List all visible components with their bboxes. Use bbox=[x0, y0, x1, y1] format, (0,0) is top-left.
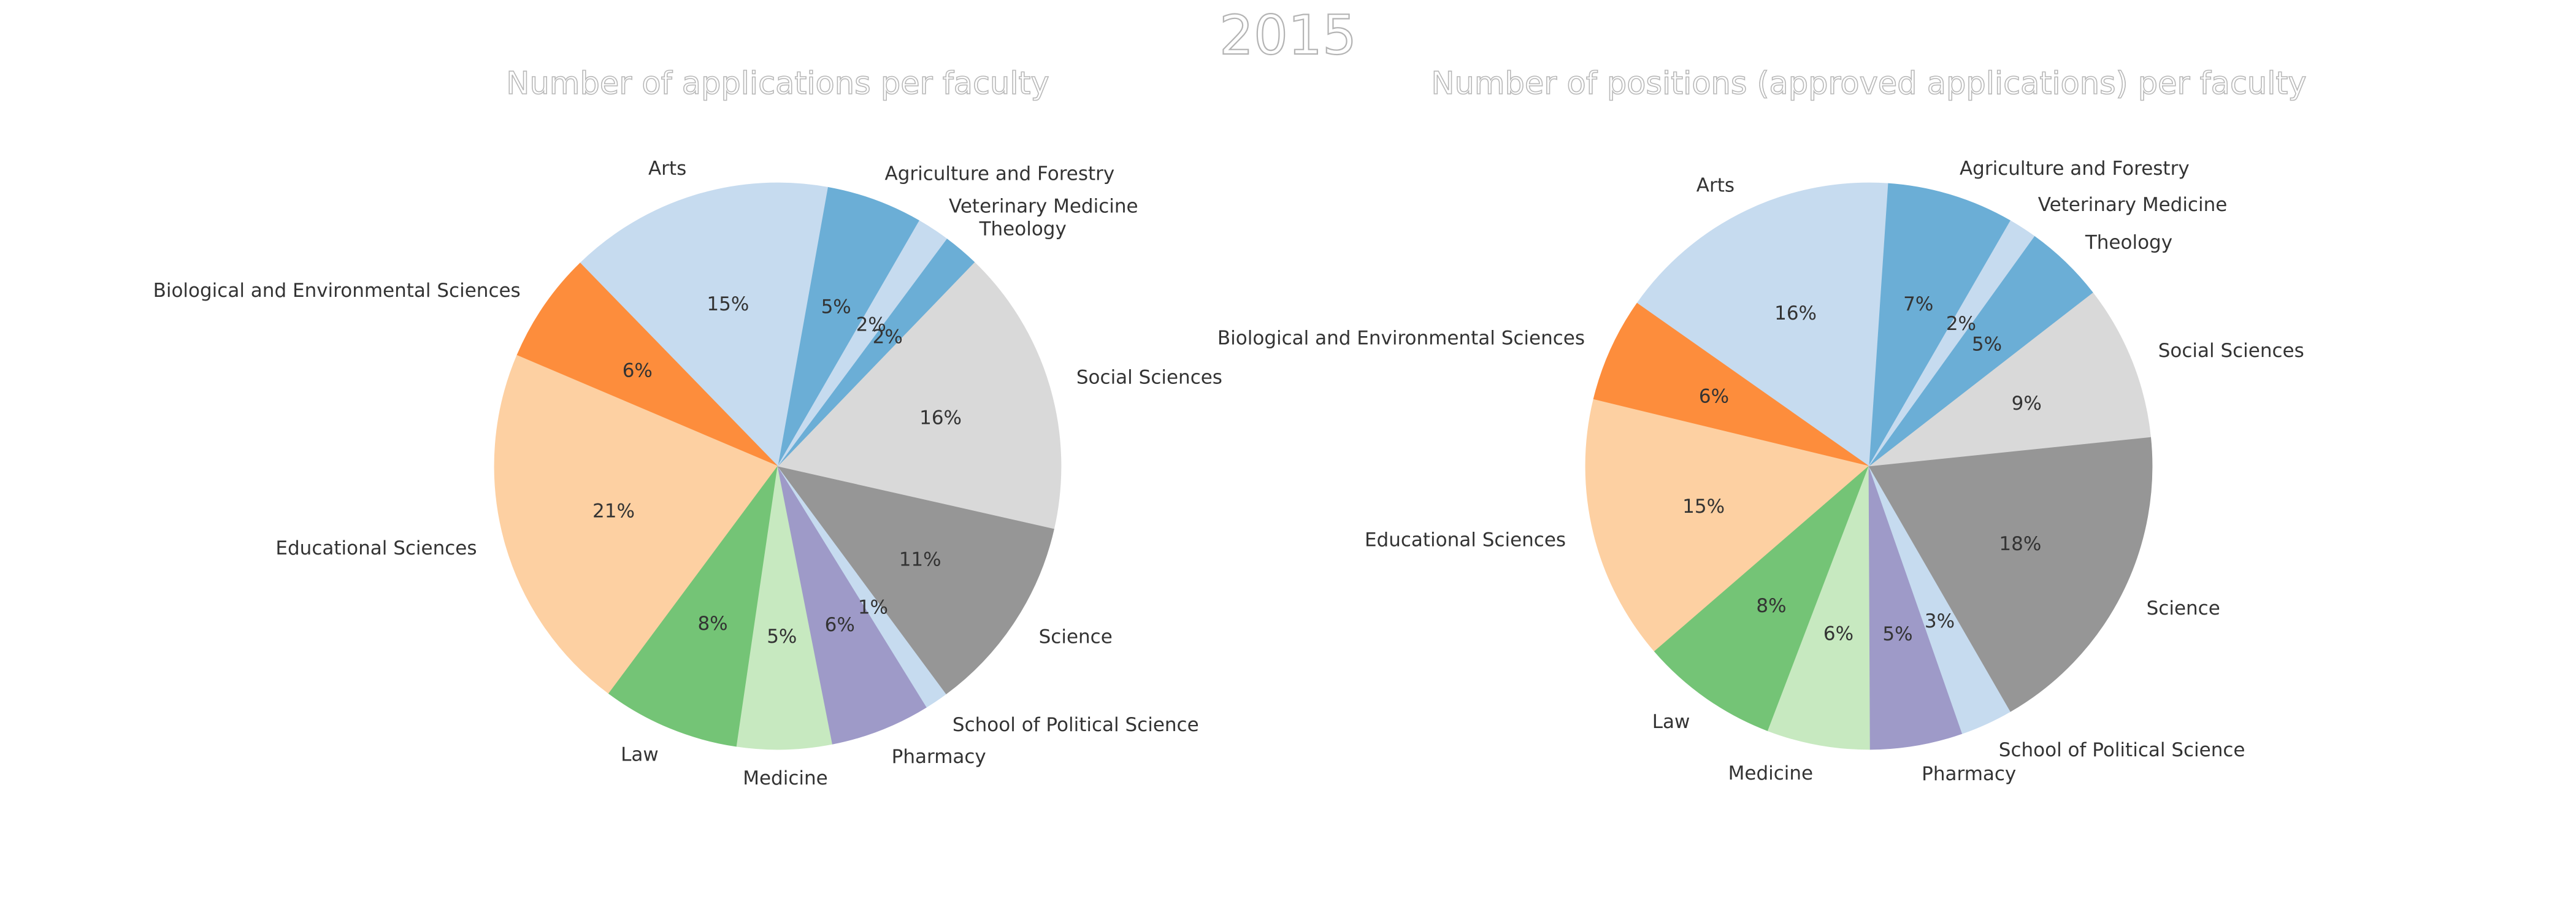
pct-label-veterinary-medicine: 2% bbox=[1946, 313, 1976, 335]
chart-title-applications: Number of applications per faculty bbox=[506, 66, 1049, 102]
pie-slice-social-sciences bbox=[777, 261, 1062, 529]
pct-label-school-of-political-science: 1% bbox=[858, 597, 888, 619]
pie-slice-social-sciences bbox=[1868, 292, 2151, 467]
pie-slice-medicine bbox=[736, 466, 833, 750]
pie-labels-positions: 7% Agriculture and Forestry 16% Arts 6% Biolo… bbox=[1217, 158, 2304, 785]
pct-label-science: 11% bbox=[899, 548, 941, 570]
slice-label-biological-and-environmental-sciences: Biological and Environmental Sciences bbox=[1217, 327, 1585, 349]
pct-label-biological-and-environmental-sciences: 6% bbox=[623, 359, 653, 381]
pie-slice-law bbox=[1654, 466, 1869, 732]
pie-slice-veterinary-medicine bbox=[1868, 220, 2035, 467]
pie-slice-science bbox=[777, 466, 1055, 694]
pie-slice-pharmacy bbox=[1868, 466, 1963, 750]
slice-label-agriculture-and-forestry: Agriculture and Forestry bbox=[884, 163, 1114, 185]
pct-label-medicine: 6% bbox=[1823, 623, 1853, 645]
pie-slice-arts bbox=[1636, 182, 1888, 467]
figure-title: 2015 bbox=[1219, 4, 1357, 67]
slice-label-social-sciences: Social Sciences bbox=[1076, 366, 1222, 388]
pct-label-science: 18% bbox=[1999, 533, 2041, 555]
pie-chart-positions: Number of positions (approved applicatio… bbox=[1217, 65, 2307, 785]
pie-slice-educational-sciences bbox=[494, 355, 778, 694]
pie-slice-law bbox=[608, 466, 778, 747]
pct-label-law: 8% bbox=[1756, 595, 1786, 617]
pct-label-agriculture-and-forestry: 7% bbox=[1903, 293, 1933, 315]
pie-slice-veterinary-medicine bbox=[777, 220, 948, 467]
pie-slice-agriculture-and-forestry bbox=[777, 186, 920, 467]
pie-wedges-applications bbox=[494, 182, 1062, 750]
pct-label-law: 8% bbox=[697, 613, 727, 635]
chart-title-positions: Number of positions (approved applicatio… bbox=[1431, 66, 2306, 102]
pct-label-biological-and-environmental-sciences: 6% bbox=[1699, 386, 1729, 408]
pct-label-educational-sciences: 21% bbox=[592, 500, 635, 523]
slice-label-school-of-political-science: School of Political Science bbox=[1999, 739, 2245, 761]
pct-label-arts: 16% bbox=[1774, 302, 1817, 324]
slice-label-medicine: Medicine bbox=[1728, 762, 1814, 784]
slice-label-veterinary-medicine: Veterinary Medicine bbox=[2038, 194, 2228, 216]
pie-slice-biological-and-environmental-sciences bbox=[1593, 302, 1869, 467]
slice-label-veterinary-medicine: Veterinary Medicine bbox=[949, 195, 1138, 217]
slice-label-pharmacy: Pharmacy bbox=[1922, 763, 2016, 785]
slice-label-pharmacy: Pharmacy bbox=[892, 746, 986, 768]
slice-label-school-of-political-science: School of Political Science bbox=[953, 714, 1199, 736]
pct-label-agriculture-and-forestry: 5% bbox=[821, 296, 851, 318]
slice-label-arts: Arts bbox=[1696, 174, 1735, 196]
slice-label-arts: Arts bbox=[648, 158, 686, 180]
pct-label-school-of-political-science: 3% bbox=[1925, 610, 1955, 632]
pie-slice-agriculture-and-forestry bbox=[1868, 183, 2011, 467]
slice-label-social-sciences: Social Sciences bbox=[2158, 340, 2304, 362]
pie-slice-educational-sciences bbox=[1585, 399, 1869, 652]
slice-label-educational-sciences: Educational Sciences bbox=[275, 537, 477, 559]
slice-label-science: Science bbox=[1039, 626, 1113, 648]
pct-label-social-sciences: 9% bbox=[2012, 393, 2042, 415]
pct-label-pharmacy: 5% bbox=[1882, 623, 1912, 645]
pct-label-social-sciences: 16% bbox=[919, 407, 962, 429]
pie-slice-medicine bbox=[1767, 466, 1871, 750]
pct-label-theology: 2% bbox=[873, 326, 903, 348]
pie-slice-pharmacy bbox=[777, 466, 927, 745]
pct-label-medicine: 5% bbox=[767, 626, 797, 648]
pct-label-pharmacy: 6% bbox=[825, 614, 855, 636]
slice-label-educational-sciences: Educational Sciences bbox=[1365, 529, 1566, 551]
slice-label-law: Law bbox=[1652, 711, 1690, 733]
slice-label-medicine: Medicine bbox=[743, 767, 828, 789]
pie-slice-arts bbox=[580, 182, 828, 467]
slice-label-theology: Theology bbox=[2085, 231, 2172, 253]
pie-slice-biological-and-environmental-sciences bbox=[516, 263, 778, 467]
slice-label-theology: Theology bbox=[979, 218, 1067, 240]
slice-label-biological-and-environmental-sciences: Biological and Environmental Sciences bbox=[153, 280, 521, 302]
pct-label-veterinary-medicine: 2% bbox=[856, 313, 886, 335]
pie-chart-applications: Number of applications per faculty 5% Agr… bbox=[153, 65, 1222, 789]
slice-label-agriculture-and-forestry: Agriculture and Forestry bbox=[1960, 158, 2190, 180]
pie-wedges-positions bbox=[1585, 182, 2153, 750]
pie-labels-applications: 5% Agriculture and Forestry 15% Arts 6% Biolo… bbox=[153, 158, 1222, 789]
pct-label-arts: 15% bbox=[707, 293, 749, 315]
slice-label-science: Science bbox=[2147, 597, 2220, 619]
pct-label-educational-sciences: 15% bbox=[1682, 496, 1725, 518]
pie-slice-science bbox=[1868, 436, 2153, 712]
pct-label-theology: 5% bbox=[1972, 334, 2002, 356]
slice-label-law: Law bbox=[621, 744, 659, 766]
